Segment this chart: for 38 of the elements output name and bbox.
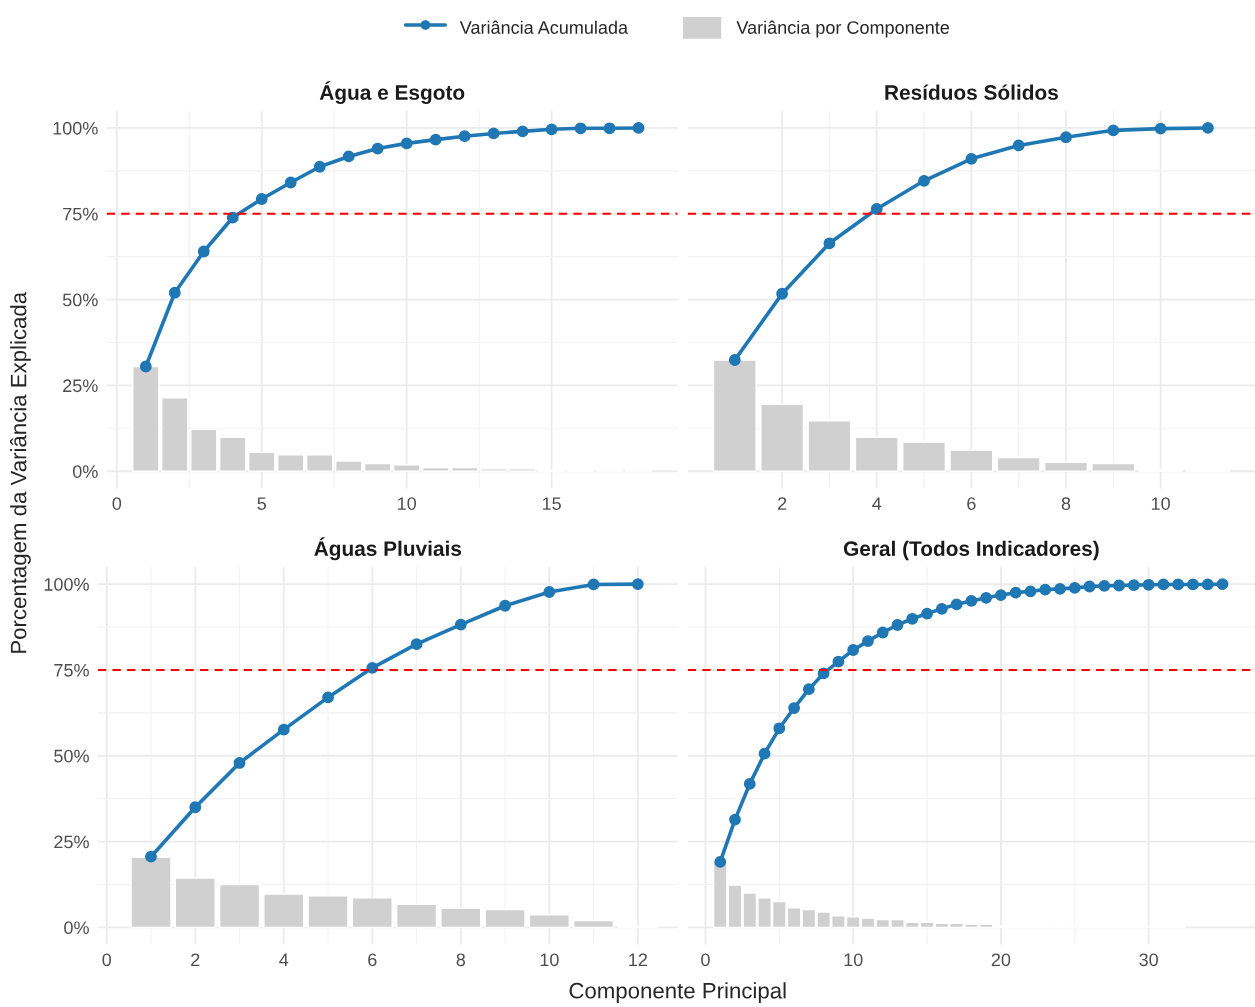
x-tick-label: 0 [102,953,112,967]
y-tick-label: 100% [53,121,98,135]
x-axis-title: Componente Principal [569,982,786,1003]
x-tick-label: 5 [257,497,267,510]
y-axis-title: Porcentagem da Variância Explicada [10,291,31,653]
x-tick-label: 10 [844,953,863,967]
y-tick-label: 25% [63,379,98,393]
chart-title: Água e Esgoto [319,81,465,105]
x-tick-label: 6 [368,953,377,967]
y-tick-label: 0% [64,921,89,935]
x-tick-label: 4 [872,497,882,510]
y-tick-label: 50% [62,293,98,307]
x-tick-label: 10 [540,953,559,967]
x-tick-label: 30 [1139,953,1158,967]
x-tick-label: 20 [991,953,1011,967]
x-tick-label: 0 [701,953,710,967]
x-tick-label: 15 [542,497,561,510]
x-tick-label: 2 [778,497,787,510]
x-tick-label: 4 [279,953,289,966]
y-tick-label: 75% [63,207,98,221]
chart-title: Resíduos Sólidos [885,84,1058,100]
x-tick-label: 6 [967,497,976,510]
legend-label: Variância por Componente [736,20,950,38]
x-tick-label: 10 [398,497,417,510]
y-tick-label: 0% [72,465,98,478]
x-tick-label: 12 [629,953,647,966]
x-tick-label: 0 [112,497,122,510]
chart-title: Geral (Todos Indicadores) [843,540,1099,561]
chart-title: Águas Pluviais [314,537,462,561]
y-tick-label: 50% [54,749,89,763]
x-tick-label: 8 [456,953,466,967]
y-tick-label: 100% [44,578,89,591]
x-tick-label: 10 [1151,497,1170,510]
x-tick-label: 2 [191,953,200,966]
y-tick-label: 25% [54,835,89,849]
x-tick-label: 8 [1061,497,1071,510]
y-tick-label: 75% [54,663,89,677]
legend-label: Variância Acumulada [459,20,629,34]
